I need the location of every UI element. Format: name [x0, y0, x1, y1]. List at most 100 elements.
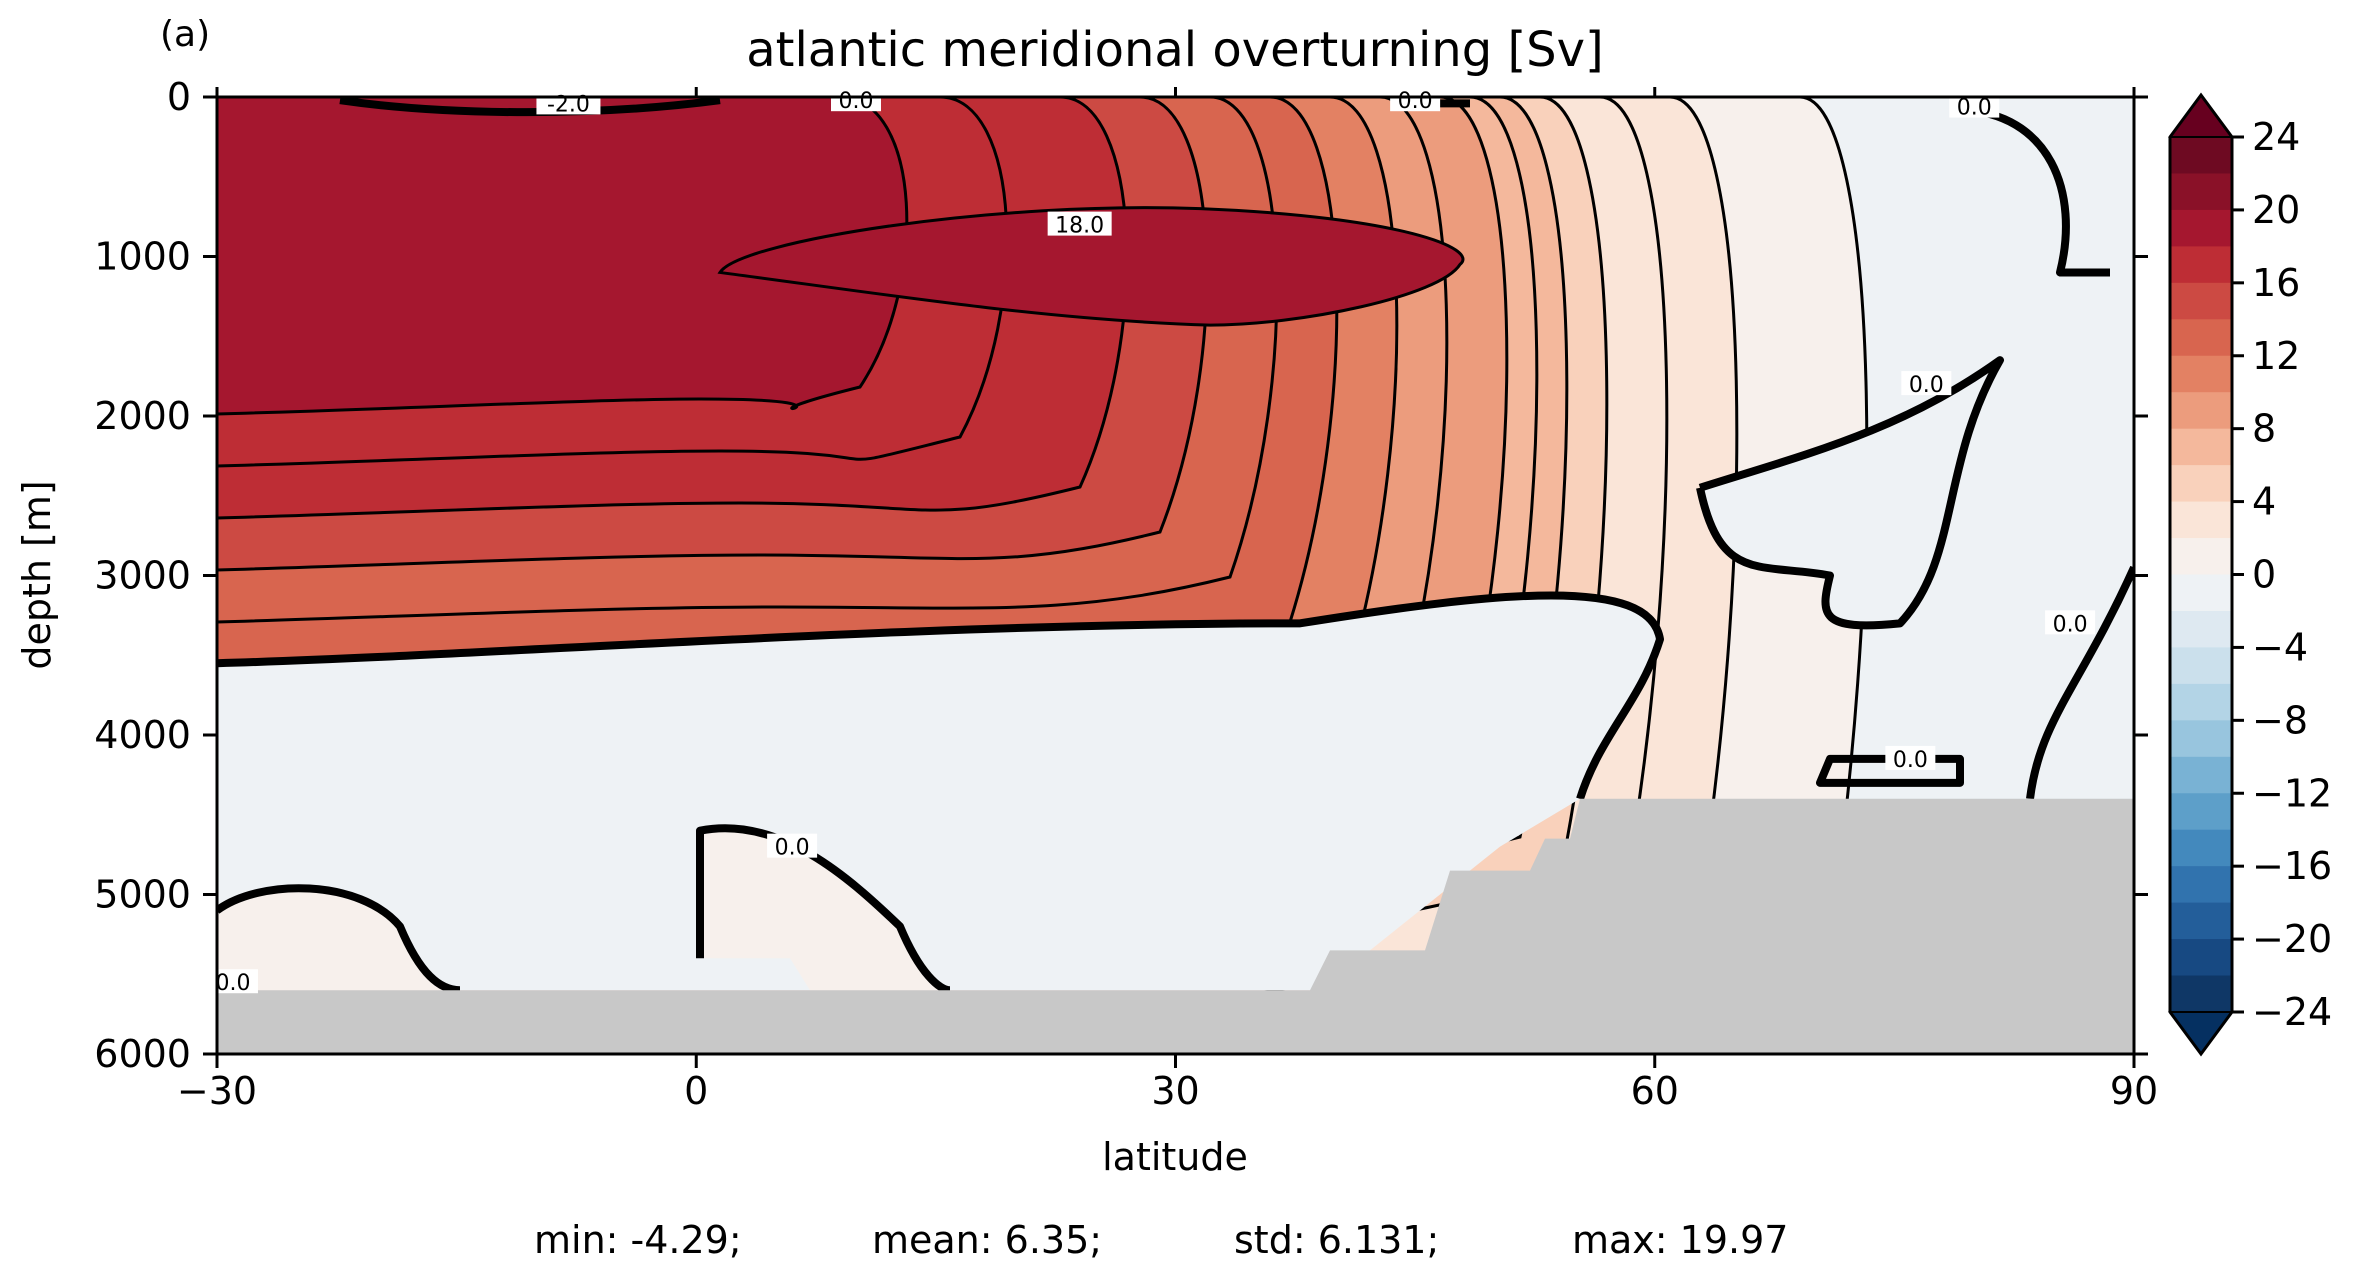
contour-label-9: 0.0: [775, 836, 810, 861]
contour-field: [217, 97, 2134, 1054]
contour-label-bg-7: [2045, 610, 2096, 635]
negative-patch-2: [217, 595, 1660, 991]
contour-label-bg-3: [1047, 211, 1112, 236]
colorbar-swatch: [2170, 465, 2232, 503]
colorbar-swatch: [2170, 902, 2232, 940]
contour-band-16: [717, 206, 1465, 327]
colorbar-tick-label: 12: [2252, 334, 2300, 378]
contour-label-bg-9: [767, 833, 818, 858]
zero-contour-8: [339, 97, 721, 117]
zero-contour-3: [217, 884, 461, 995]
stat-mean: mean: 6.35;: [872, 1218, 1102, 1262]
contour-label-8: 0.0: [1893, 748, 1928, 773]
x-tick-label: −30: [177, 1069, 257, 1113]
contour-labels: -2.0 0.018.00.0 0.00.00.00.00.00.0: [207, 87, 2096, 996]
stat-std: std: 6.131;: [1234, 1218, 1439, 1262]
colorbar-swatch: [2170, 574, 2232, 612]
colorbar-tick-label: 20: [2252, 188, 2300, 232]
positive-island-2: [700, 828, 950, 991]
x-tick-label: 60: [1631, 1069, 1679, 1113]
colorbar-swatch: [2170, 939, 2232, 977]
negative-patch-1: [1700, 360, 2000, 626]
topography-mask: [217, 798, 2134, 1054]
colorbar-swatch: [2170, 866, 2232, 904]
zero-contour-5: [1816, 754, 1964, 787]
colorbar-tick-label: −4: [2252, 625, 2308, 669]
y-tick-label: 6000: [94, 1032, 191, 1076]
colorbar-swatch: [2170, 829, 2232, 867]
colorbar-swatch: [2170, 975, 2232, 1013]
contour-label-3: 18.0: [1055, 214, 1104, 239]
y-axis-label: depth [m]: [15, 480, 59, 669]
contour-label-2: 0.0: [839, 89, 874, 114]
colorbar-tick-label: −16: [2252, 844, 2332, 888]
y-tick-label: 0: [167, 75, 191, 119]
colorbar-swatch: [2170, 246, 2232, 284]
colorbar-tick-label: 8: [2252, 407, 2276, 451]
contour-label-10: 0.0: [215, 971, 250, 996]
contour-label-bg-2: [831, 87, 881, 112]
y-tick-label: 5000: [94, 873, 191, 917]
y-tick-label: 2000: [94, 394, 191, 438]
contour-label-7: 0.0: [2053, 612, 2088, 637]
contour-label-6: 0.0: [1909, 373, 1944, 398]
colorbar-swatch: [2170, 355, 2232, 393]
x-tick-label: 90: [2110, 1069, 2158, 1113]
colorbar-extend-max: [2168, 93, 2234, 138]
land-mask: [217, 798, 2134, 1054]
contour-label-4: 0.0: [1398, 89, 1433, 114]
negative-contour-patches: [217, 97, 2134, 991]
y-tick-label: 4000: [94, 713, 191, 757]
colorbar-swatch: [2170, 392, 2232, 430]
y-axis: 0 1000 2000 3000 4000 5000 6000: [94, 75, 2148, 1076]
positive-island-1: [217, 888, 460, 991]
zero-contour-2: [1696, 356, 2004, 630]
zero-contour-1: [217, 591, 1664, 800]
colorbar-swatch: [2170, 538, 2232, 575]
colorbar-swatch: [2170, 647, 2232, 685]
colorbar-swatch: [2170, 173, 2232, 211]
zero-contour-4: [696, 824, 951, 995]
x-tick-label: 30: [1151, 1069, 1199, 1113]
colorbar-tick-label: 4: [2252, 480, 2276, 524]
stat-max: max: 19.97: [1572, 1218, 1788, 1262]
colorbar-tick-label: 24: [2252, 115, 2300, 159]
colorbar-extend-min: [2168, 1011, 2234, 1056]
colorbar-swatch: [2170, 683, 2232, 721]
colorbar-swatch: [2170, 209, 2232, 247]
stats-line: min: -4.29; mean: 6.35; std: 6.131; max:…: [534, 1218, 1788, 1262]
contour-label-bg-8: [1885, 745, 1936, 770]
colorbar-swatch: [2170, 282, 2232, 320]
y-tick-label: 1000: [94, 235, 191, 279]
colorbar-tick-label: −20: [2252, 917, 2332, 961]
panel-label: (a): [160, 14, 210, 55]
negative-patch-3: [1960, 97, 2134, 273]
colorbar-tick-label: 16: [2252, 261, 2300, 305]
zero-contour-7: [2026, 565, 2134, 800]
y-tick-label: 3000: [94, 554, 191, 598]
colorbar-swatch: [2170, 137, 2232, 174]
colorbar-swatch: [2170, 610, 2232, 648]
colorbar-tick-label: −24: [2252, 990, 2332, 1034]
chart-title: atlantic meridional overturning [Sv]: [746, 22, 1604, 78]
contour-label-bg-6: [1901, 371, 1952, 396]
x-tick-label: 0: [684, 1069, 708, 1113]
colorbar-tick-label: 0: [2252, 553, 2276, 597]
colorbar-swatch: [2170, 319, 2232, 357]
contour-band-15: [217, 97, 909, 416]
stat-min: min: -4.29;: [534, 1218, 742, 1262]
colorbar: 24 20 16 12 8 4 0 −4 −8 −12 −16 −20 −24: [2168, 92, 2332, 1057]
x-axis-label: latitude: [1102, 1135, 1248, 1179]
colorbar-swatch: [2170, 793, 2232, 831]
colorbar-tick-label: −12: [2252, 771, 2332, 815]
colorbar-swatch: [2170, 501, 2232, 539]
colorbar-swatch: [2170, 428, 2232, 466]
contour-label-5: 0.0: [1957, 96, 1992, 121]
colorbar-swatch: [2170, 720, 2232, 758]
contour-label-bg-1: [536, 90, 601, 115]
contour-label-bg-4: [1390, 87, 1441, 112]
colorbar-tick-label: −8: [2252, 698, 2308, 742]
x-axis: −30 0 30 60 90: [177, 87, 2158, 1113]
colorbar-swatch: [2170, 756, 2232, 794]
